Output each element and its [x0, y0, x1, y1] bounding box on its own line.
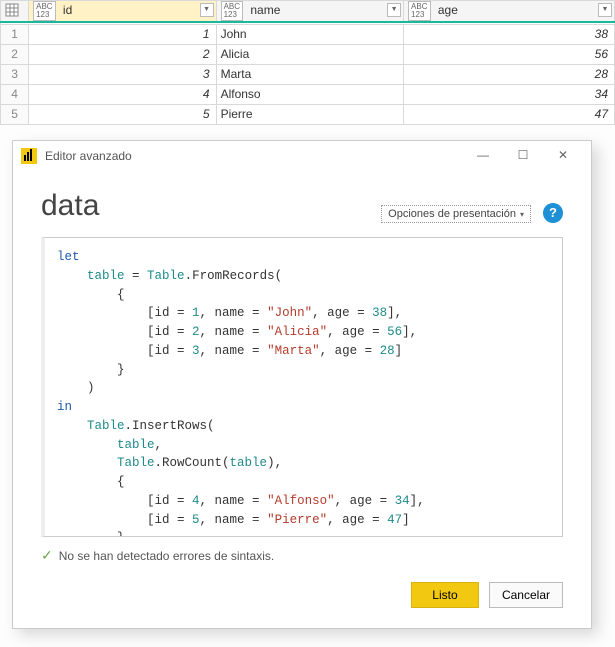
window-title: Editor avanzado [45, 149, 132, 163]
cell-name[interactable]: Alfonso [216, 84, 403, 104]
header-row: ABC123 id ▼ ABC123 name ▼ ABC123 age ▼ [1, 1, 615, 23]
cell-id[interactable]: 2 [29, 44, 216, 64]
cell-age[interactable]: 38 [404, 24, 615, 44]
grid-body: 11John3822Alicia5633Marta2844Alfonso3455… [1, 24, 615, 124]
column-label: age [438, 3, 458, 17]
row-number: 5 [1, 104, 29, 124]
row-number: 3 [1, 64, 29, 84]
column-label: name [250, 3, 280, 17]
presentation-options-label: Opciones de presentación [388, 208, 516, 220]
chevron-down-icon[interactable]: ▼ [598, 3, 612, 17]
status-text: No se han detectado errores de sintaxis. [59, 549, 274, 563]
column-label: id [63, 3, 72, 17]
cell-name[interactable]: Marta [216, 64, 403, 84]
cell-id[interactable]: 4 [29, 84, 216, 104]
cancel-button[interactable]: Cancelar [489, 582, 563, 608]
table-row[interactable]: 55Pierre47 [1, 104, 615, 124]
column-header-id[interactable]: ABC123 id ▼ [29, 1, 216, 23]
type-icon: ABC123 [221, 1, 243, 21]
cell-age[interactable]: 34 [404, 84, 615, 104]
type-icon: ABC123 [33, 1, 55, 21]
cell-age[interactable]: 28 [404, 64, 615, 84]
maximize-button[interactable]: ☐ [503, 142, 543, 170]
column-header-age[interactable]: ABC123 age ▼ [404, 1, 615, 23]
minimize-button[interactable]: — [463, 142, 503, 170]
cell-name[interactable]: Alicia [216, 44, 403, 64]
check-icon: ✓ [41, 547, 53, 564]
app-logo-icon [21, 148, 37, 164]
cell-id[interactable]: 1 [29, 24, 216, 44]
cell-age[interactable]: 56 [404, 44, 615, 64]
table-row[interactable]: 44Alfonso34 [1, 84, 615, 104]
done-button[interactable]: Listo [411, 582, 479, 608]
chevron-down-icon[interactable]: ▼ [200, 3, 214, 17]
table-row[interactable]: 11John38 [1, 24, 615, 44]
table-row[interactable]: 33Marta28 [1, 64, 615, 84]
cell-name[interactable]: John [216, 24, 403, 44]
data-grid: ABC123 id ▼ ABC123 name ▼ ABC123 age ▼ 1… [0, 0, 615, 125]
type-icon: ABC123 [408, 1, 430, 21]
table-row[interactable]: 22Alicia56 [1, 44, 615, 64]
presentation-options-dropdown[interactable]: Opciones de presentación ▾ [381, 205, 531, 223]
titlebar[interactable]: Editor avanzado — ☐ ✕ [13, 141, 591, 171]
query-name-heading: data [41, 189, 381, 223]
cell-id[interactable]: 5 [29, 104, 216, 124]
cell-id[interactable]: 3 [29, 64, 216, 84]
row-number: 4 [1, 84, 29, 104]
chevron-down-icon[interactable]: ▼ [387, 3, 401, 17]
syntax-status: ✓ No se han detectado errores de sintaxi… [41, 547, 563, 564]
column-header-name[interactable]: ABC123 name ▼ [216, 1, 403, 23]
table-corner-icon[interactable] [1, 1, 29, 23]
row-number: 1 [1, 24, 29, 44]
advanced-editor-window: Editor avanzado — ☐ ✕ data Opciones de p… [12, 140, 592, 629]
code-editor[interactable]: let table = Table.FromRecords( { [id = 1… [41, 237, 563, 537]
cell-name[interactable]: Pierre [216, 104, 403, 124]
help-icon[interactable]: ? [543, 203, 563, 223]
chevron-down-icon: ▾ [520, 210, 524, 219]
row-number: 2 [1, 44, 29, 64]
close-button[interactable]: ✕ [543, 142, 583, 170]
cell-age[interactable]: 47 [404, 104, 615, 124]
